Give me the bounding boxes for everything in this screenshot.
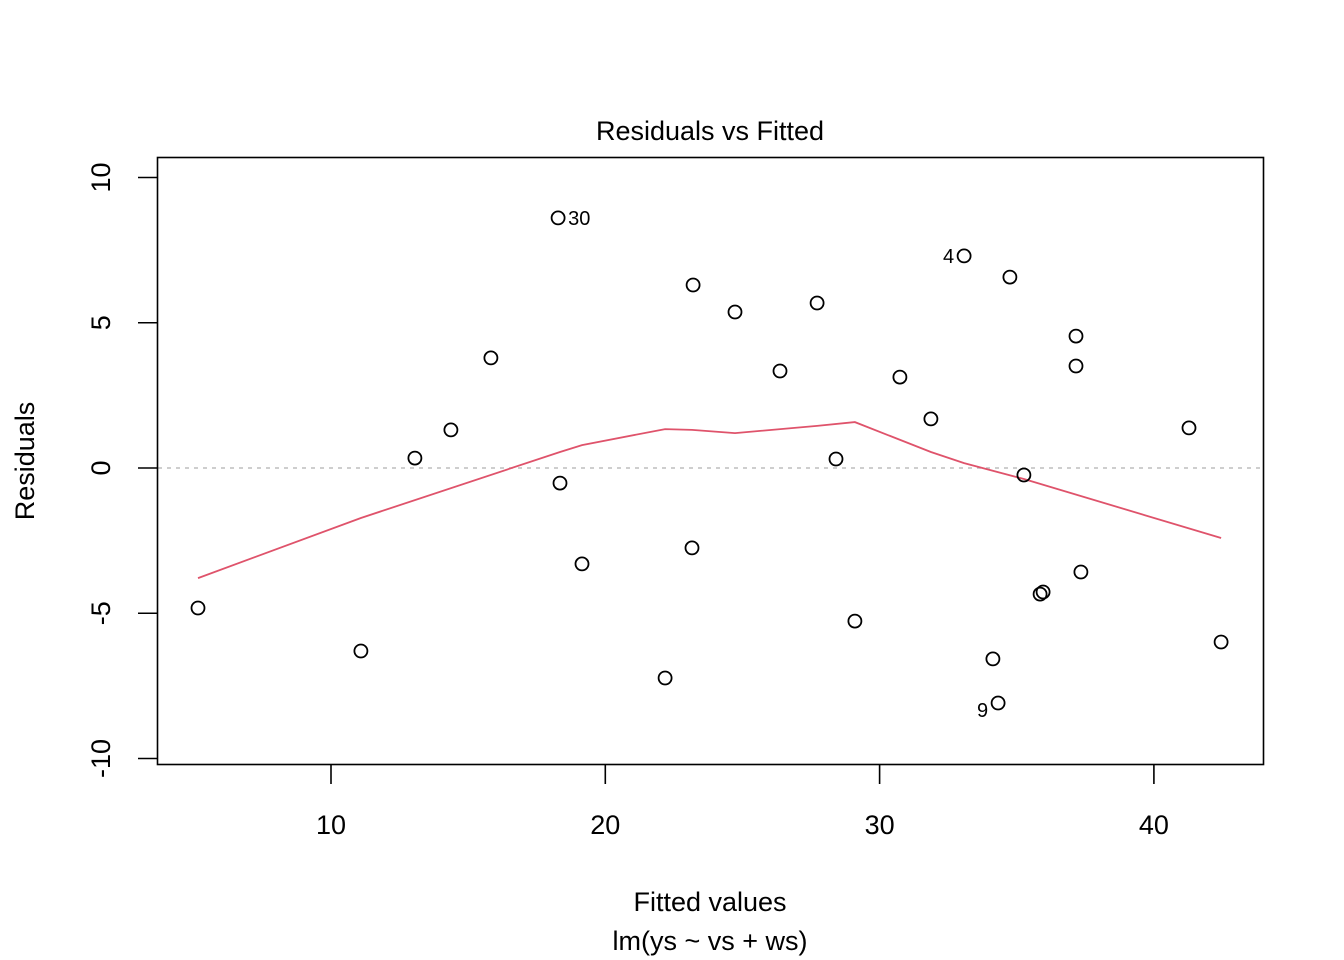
x-tick-label: 30 (865, 810, 895, 840)
data-point (727, 304, 743, 320)
data-point (407, 450, 423, 466)
x-tick-label: 10 (316, 810, 346, 840)
data-point (1073, 564, 1089, 580)
data-point (892, 369, 908, 385)
data-point (190, 600, 206, 616)
data-point (443, 422, 459, 438)
data-point (1068, 328, 1084, 344)
data-point (574, 556, 590, 572)
data-point (809, 295, 825, 311)
data-point (1032, 586, 1048, 602)
data-point (483, 350, 499, 366)
y-tick-label: 10 (86, 162, 116, 192)
point-label: 9 (977, 700, 988, 722)
data-point (1068, 358, 1084, 374)
x-tick-label: 20 (590, 810, 620, 840)
y-tick-label: 5 (86, 315, 116, 330)
data-point (1002, 269, 1018, 285)
data-point (684, 540, 700, 556)
data-point (847, 613, 863, 629)
lowess-smoother-line (197, 421, 1222, 579)
data-point (552, 475, 568, 491)
data-point (1016, 467, 1032, 483)
y-axis-label: Residuals (10, 402, 40, 521)
x-axis-label: Fitted values (633, 887, 786, 917)
plot-frame (156, 156, 1265, 766)
data-point (828, 451, 844, 467)
chart-title: Residuals vs Fitted (596, 116, 824, 146)
data-point (985, 651, 1001, 667)
y-tick-label: -5 (86, 601, 116, 625)
data-point (657, 670, 673, 686)
data-point (1213, 634, 1229, 650)
data-point (550, 210, 566, 226)
point-label: 4 (943, 246, 954, 268)
plot-area: 30 4 9 (158, 208, 1263, 722)
data-point (1035, 584, 1051, 600)
data-point (353, 643, 369, 659)
x-axis: 10 20 30 40 (316, 765, 1169, 840)
y-tick-label: -10 (86, 739, 116, 778)
data-point (772, 363, 788, 379)
data-point (685, 277, 701, 293)
data-point (990, 695, 1006, 711)
data-point (1181, 420, 1197, 436)
data-point (956, 248, 972, 264)
data-point (923, 411, 939, 427)
x-tick-label: 40 (1139, 810, 1169, 840)
y-tick-label: 0 (86, 460, 116, 475)
y-axis: -10 -5 0 5 10 (86, 162, 157, 778)
point-label: 30 (568, 208, 590, 230)
x-axis-subtitle: lm(ys ~ vs + ws) (612, 926, 807, 956)
